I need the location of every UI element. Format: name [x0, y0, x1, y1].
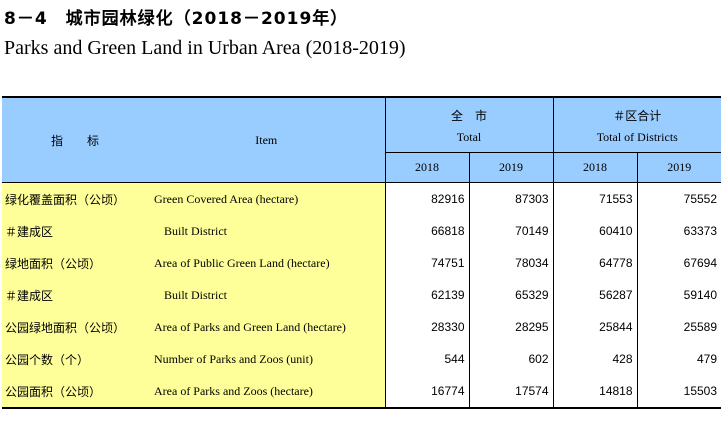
row-label-en: Number of Parks and Zoos (unit) — [148, 343, 386, 375]
green-land-table: 指 标 Item 全 市 ＃区合计 Total Total of Distric… — [2, 96, 722, 409]
row-label-cn: 公园面积（公顷） — [2, 375, 148, 409]
header-districts-cn: ＃区合计 — [553, 96, 722, 124]
row-label-cn: 绿化覆盖面积（公顷） — [2, 182, 148, 215]
cell-value: 66818 — [385, 215, 470, 247]
header-item: Item — [148, 96, 386, 183]
cell-value: 56287 — [553, 279, 638, 311]
cell-value: 63373 — [637, 215, 722, 247]
cell-value: 71553 — [553, 182, 638, 215]
cell-value: 15503 — [637, 375, 722, 409]
row-label-en: Area of Parks and Green Land (hectare) — [148, 311, 386, 343]
cell-value: 74751 — [385, 247, 470, 279]
header-districts-en: Total of Districts — [553, 123, 722, 154]
cell-value: 82916 — [385, 182, 470, 215]
row-label-en: Built District — [148, 215, 386, 247]
row-label-en: Area of Public Green Land (hectare) — [148, 247, 386, 279]
row-label-en: Area of Parks and Zoos (hectare) — [148, 375, 386, 409]
table-title-english: Parks and Green Land in Urban Area (2018… — [4, 37, 406, 59]
header-total-cn: 全 市 — [385, 96, 554, 124]
table-title-chinese: 8－4 城市园林绿化（2018－2019年） — [4, 9, 349, 29]
table-row: ＃建成区 Built District 66818 70149 60410 63… — [2, 215, 722, 247]
header-year-districts-2019: 2019 — [637, 152, 722, 183]
row-label-en: Built District — [148, 279, 386, 311]
cell-value: 14818 — [553, 375, 638, 409]
table-row: 公园绿地面积（公顷） Area of Parks and Green Land … — [2, 311, 722, 343]
cell-value: 602 — [469, 343, 554, 375]
cell-value: 59140 — [637, 279, 722, 311]
header-year-total-2019: 2019 — [469, 152, 554, 183]
cell-value: 65329 — [469, 279, 554, 311]
cell-value: 16774 — [385, 375, 470, 409]
cell-value: 544 — [385, 343, 470, 375]
cell-value: 25844 — [553, 311, 638, 343]
cell-value: 62139 — [385, 279, 470, 311]
row-label-cn: 公园绿地面积（公顷） — [2, 311, 148, 343]
table-row: ＃建成区 Built District 62139 65329 56287 59… — [2, 279, 722, 311]
cell-value: 70149 — [469, 215, 554, 247]
cell-value: 78034 — [469, 247, 554, 279]
cell-value: 64778 — [553, 247, 638, 279]
cell-value: 28330 — [385, 311, 470, 343]
cell-value: 428 — [553, 343, 638, 375]
header-year-districts-2018: 2018 — [553, 152, 638, 183]
row-label-cn: ＃建成区 — [2, 279, 148, 311]
cell-value: 87303 — [469, 182, 554, 215]
cell-value: 60410 — [553, 215, 638, 247]
header-indicator: 指 标 — [2, 96, 148, 183]
cell-value: 25589 — [637, 311, 722, 343]
table-row: 绿化覆盖面积（公顷） Green Covered Area (hectare) … — [2, 182, 722, 215]
header-year-total-2018: 2018 — [385, 152, 470, 183]
cell-value: 17574 — [469, 375, 554, 409]
table-row: 公园个数（个） Number of Parks and Zoos (unit) … — [2, 343, 722, 375]
table-row: 绿地面积（公顷） Area of Public Green Land (hect… — [2, 247, 722, 279]
cell-value: 67694 — [637, 247, 722, 279]
row-label-cn: 公园个数（个） — [2, 343, 148, 375]
cell-value: 75552 — [637, 182, 722, 215]
row-label-en: Green Covered Area (hectare) — [148, 182, 386, 215]
row-label-cn: 绿地面积（公顷） — [2, 247, 148, 279]
row-label-cn: ＃建成区 — [2, 215, 148, 247]
cell-value: 479 — [637, 343, 722, 375]
cell-value: 28295 — [469, 311, 554, 343]
table-row: 公园面积（公顷） Area of Parks and Zoos (hectare… — [2, 375, 722, 409]
header-total-en: Total — [385, 123, 554, 154]
